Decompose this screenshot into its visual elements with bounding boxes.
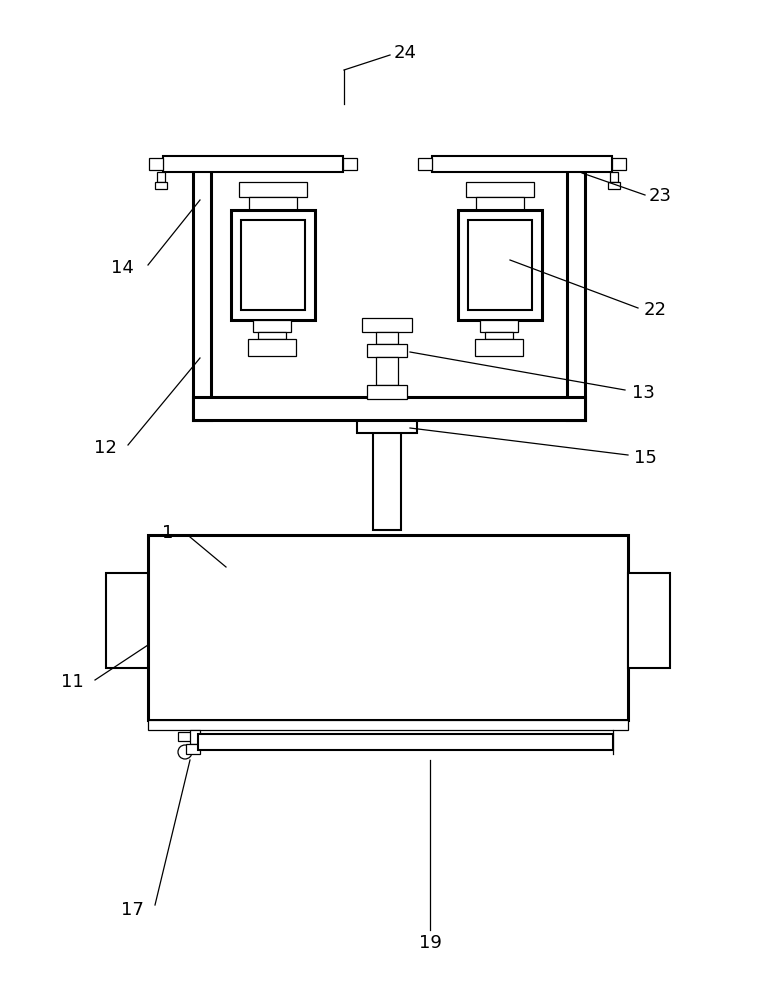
Bar bbox=[157, 172, 165, 182]
Bar bbox=[186, 744, 200, 754]
Bar bbox=[253, 320, 291, 332]
Bar bbox=[249, 197, 297, 210]
Bar bbox=[178, 732, 192, 741]
Bar bbox=[432, 156, 612, 172]
Bar bbox=[241, 220, 305, 310]
Bar bbox=[190, 730, 200, 744]
Bar bbox=[163, 156, 343, 172]
Text: 13: 13 bbox=[632, 384, 654, 402]
Bar bbox=[485, 332, 513, 339]
Bar bbox=[610, 172, 618, 182]
Bar bbox=[367, 385, 407, 399]
Bar bbox=[155, 182, 167, 189]
Bar bbox=[367, 344, 407, 357]
Bar bbox=[373, 428, 401, 530]
Bar bbox=[198, 734, 613, 750]
Bar bbox=[418, 158, 432, 170]
Circle shape bbox=[178, 745, 192, 759]
Text: 15: 15 bbox=[634, 449, 656, 467]
Bar bbox=[193, 160, 211, 420]
Text: 1: 1 bbox=[162, 524, 174, 542]
Text: 23: 23 bbox=[649, 187, 671, 205]
Bar bbox=[466, 182, 534, 197]
Bar bbox=[248, 339, 296, 356]
Text: 17: 17 bbox=[121, 901, 143, 919]
Bar bbox=[106, 573, 148, 668]
Bar bbox=[376, 332, 398, 344]
Bar bbox=[231, 210, 315, 320]
Bar bbox=[357, 415, 417, 433]
Bar bbox=[475, 339, 523, 356]
Text: 24: 24 bbox=[394, 44, 416, 62]
Bar bbox=[458, 210, 542, 320]
Bar bbox=[476, 197, 524, 210]
Text: 14: 14 bbox=[111, 259, 133, 277]
Text: 22: 22 bbox=[643, 301, 666, 319]
Bar bbox=[612, 158, 626, 170]
Bar bbox=[149, 158, 163, 170]
Bar bbox=[468, 220, 532, 310]
Bar bbox=[343, 158, 357, 170]
Bar bbox=[148, 535, 628, 720]
Bar bbox=[193, 397, 585, 420]
Text: 19: 19 bbox=[418, 934, 442, 952]
Bar bbox=[608, 182, 620, 189]
Text: 11: 11 bbox=[60, 673, 84, 691]
Bar bbox=[567, 160, 585, 420]
Bar bbox=[258, 332, 286, 339]
Bar bbox=[362, 318, 412, 332]
Text: 12: 12 bbox=[94, 439, 116, 457]
Bar bbox=[480, 320, 518, 332]
Bar bbox=[148, 720, 628, 730]
Bar bbox=[628, 573, 670, 668]
Bar bbox=[376, 357, 398, 385]
Bar bbox=[239, 182, 307, 197]
